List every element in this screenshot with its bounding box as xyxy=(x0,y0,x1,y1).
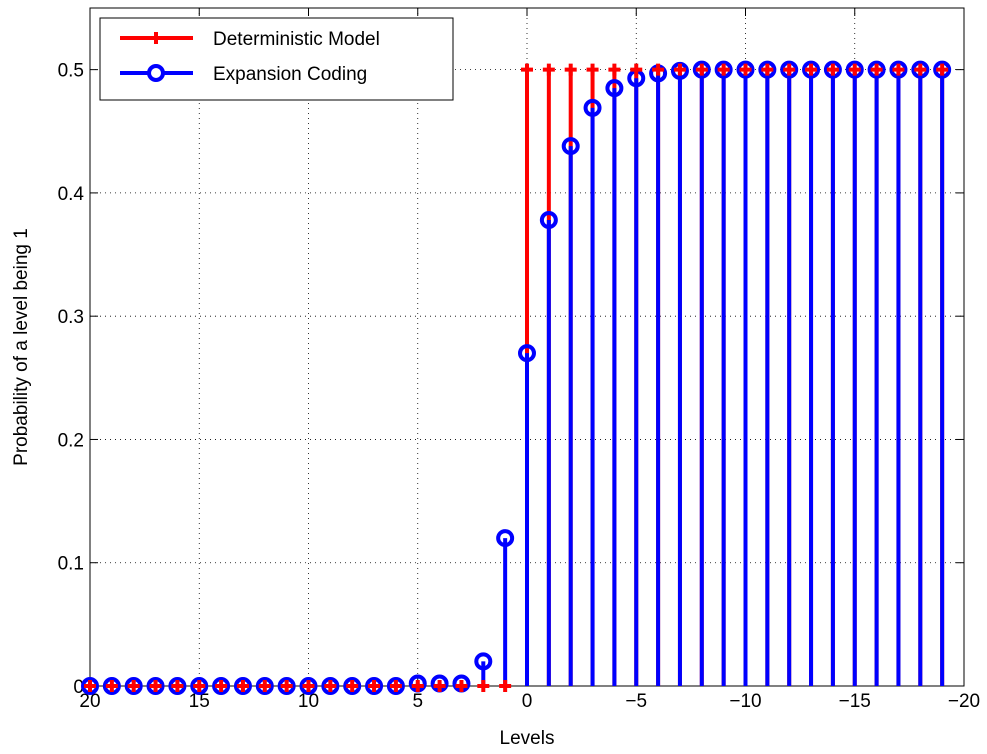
stem-marker xyxy=(630,63,643,76)
y-tick-label: 0.5 xyxy=(58,61,84,82)
stem-marker xyxy=(474,652,493,671)
stem-marker xyxy=(870,63,883,76)
stem-marker xyxy=(277,677,296,695)
stem-marker xyxy=(496,529,515,548)
stem-marker xyxy=(521,63,533,76)
stem-marker xyxy=(583,98,602,117)
stem-marker xyxy=(190,677,209,695)
stem-marker xyxy=(848,63,861,76)
stem-marker xyxy=(149,680,162,692)
x-tick-label: 15 xyxy=(189,691,210,712)
stem-marker xyxy=(127,680,140,692)
stem-marker xyxy=(914,63,927,76)
stem-marker xyxy=(780,60,799,79)
stem-marker xyxy=(673,63,686,76)
stem-marker xyxy=(368,680,381,692)
stem-marker xyxy=(911,60,930,79)
stem-marker xyxy=(761,63,774,76)
stem-marker xyxy=(302,680,315,692)
stem-marker xyxy=(499,680,512,692)
legend-marker xyxy=(147,64,165,82)
stem-marker xyxy=(714,60,733,79)
x-tick-label: −5 xyxy=(625,691,647,712)
stem-marker xyxy=(867,60,886,79)
stem-marker xyxy=(433,680,446,692)
stem-marker xyxy=(102,677,121,695)
stem-marker xyxy=(564,63,577,76)
stem-marker xyxy=(386,677,405,695)
stem-marker xyxy=(233,677,252,695)
legend-box xyxy=(99,17,454,101)
stem-marker xyxy=(455,680,468,692)
stem-marker xyxy=(933,60,952,79)
stem-marker xyxy=(299,677,318,695)
stem-marker xyxy=(542,63,555,76)
stem-marker xyxy=(802,60,821,79)
stem-marker xyxy=(324,680,337,692)
stem-marker xyxy=(236,680,249,692)
stem-marker xyxy=(652,63,665,76)
x-tick-label: 0 xyxy=(522,691,533,712)
x-tick-label: −15 xyxy=(839,691,871,712)
stem-marker xyxy=(146,677,165,695)
stem-marker xyxy=(845,60,864,79)
stem-marker xyxy=(518,344,536,363)
stem-marker xyxy=(586,63,599,76)
stem-marker xyxy=(539,211,558,230)
stem-marker xyxy=(477,680,490,692)
y-tick-label: 0.4 xyxy=(58,184,85,205)
stem-marker xyxy=(389,680,402,692)
stem-marker xyxy=(826,63,839,76)
stem-marker xyxy=(783,63,796,76)
stem-marker xyxy=(692,60,711,79)
stem-marker xyxy=(321,677,340,695)
legend-label: Expansion Coding xyxy=(213,64,367,85)
legend-label: Deterministic Model xyxy=(213,29,380,50)
x-tick-label: 20 xyxy=(79,691,100,712)
stem-marker xyxy=(258,680,271,692)
legend-marker xyxy=(150,32,162,44)
stem-marker xyxy=(936,63,949,76)
y-axis-label: Probability of a level being 1 xyxy=(11,228,32,466)
stem-marker xyxy=(892,63,905,76)
stem-marker xyxy=(739,63,752,76)
stem-marker xyxy=(84,680,96,692)
stem-marker xyxy=(168,677,187,695)
stem-marker xyxy=(193,680,206,692)
stem-marker xyxy=(411,680,424,692)
stem-marker xyxy=(171,680,184,692)
stem-marker xyxy=(280,680,293,692)
y-tick-label: 0.1 xyxy=(58,554,84,575)
x-tick-label: 10 xyxy=(298,691,319,712)
x-axis-label: Levels xyxy=(500,728,555,749)
y-tick-label: 0 xyxy=(73,677,84,698)
stem-marker xyxy=(605,79,624,98)
stem-marker xyxy=(717,63,730,76)
stem-marker xyxy=(823,60,842,79)
stem-marker xyxy=(365,677,384,695)
y-tick-label: 0.3 xyxy=(58,307,84,328)
stem-marker xyxy=(561,137,580,156)
stem-marker xyxy=(346,680,359,692)
x-tick-label: 5 xyxy=(412,691,423,712)
stem-marker xyxy=(805,63,818,76)
stem-marker xyxy=(343,677,362,695)
stem-marker xyxy=(889,60,908,79)
stem-marker xyxy=(212,677,231,695)
stem-marker xyxy=(608,63,621,76)
x-tick-label: −10 xyxy=(729,691,761,712)
x-tick-label: −20 xyxy=(948,691,980,712)
stem-marker xyxy=(695,63,708,76)
stem-marker xyxy=(81,677,99,695)
stem-marker xyxy=(124,677,143,695)
stem-marker xyxy=(105,680,118,692)
y-tick-label: 0.2 xyxy=(58,430,84,451)
stem-marker xyxy=(758,60,777,79)
stem-marker xyxy=(736,60,755,79)
stem-marker xyxy=(215,680,228,692)
stem-marker xyxy=(255,677,274,695)
